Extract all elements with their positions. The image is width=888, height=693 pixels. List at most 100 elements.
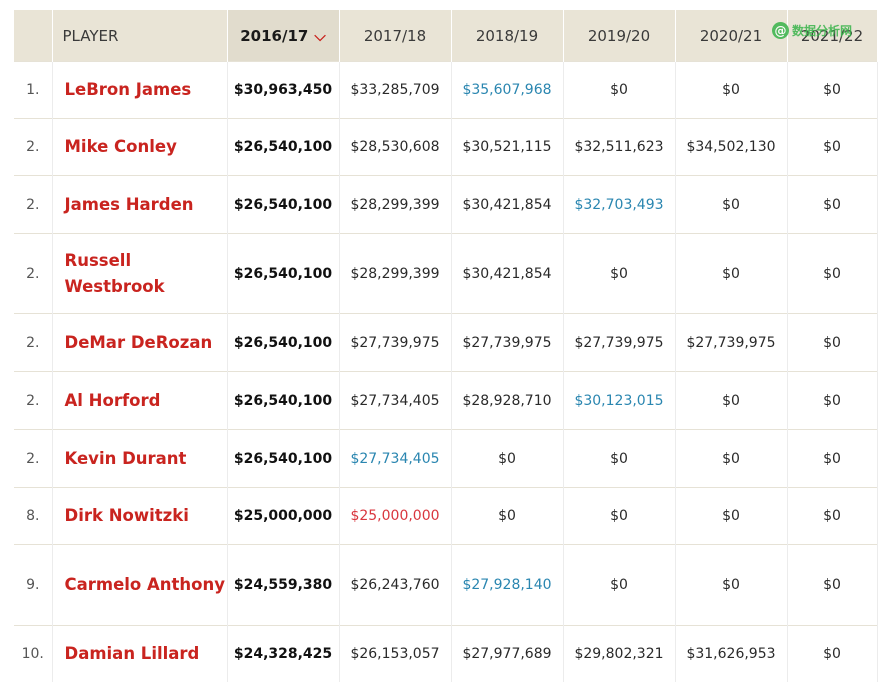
table-row: 2. Mike Conley $26,540,100 $28,530,608 $… xyxy=(14,118,878,176)
rank-cell: 10. xyxy=(14,625,53,682)
player-link[interactable]: Russell Westbrook xyxy=(52,233,228,314)
at-logo-icon: @ xyxy=(772,22,789,39)
salary-cell: $0 xyxy=(675,371,788,430)
salary-cell: $25,000,000 xyxy=(339,487,452,545)
salary-cell: $0 xyxy=(787,233,878,314)
salary-cell: $31,626,953 xyxy=(675,625,788,682)
salary-cell: $0 xyxy=(675,61,788,119)
salary-cell: $0 xyxy=(675,544,788,626)
player-link[interactable]: Al Horford xyxy=(52,371,228,430)
salary-cell: $27,739,975 xyxy=(339,313,452,372)
player-link[interactable]: Mike Conley xyxy=(52,118,228,176)
salary-cell: $34,502,130 xyxy=(675,118,788,176)
rank-cell: 8. xyxy=(14,487,53,545)
rank-cell: 2. xyxy=(14,175,53,234)
rank-cell: 9. xyxy=(14,544,53,626)
salary-cell: $26,540,100 xyxy=(227,233,340,314)
watermark-text: 数据分析网 xyxy=(792,24,853,38)
salary-cell: $24,328,425 xyxy=(227,625,340,682)
season-2016-17-header[interactable]: 2016/17 ⌵ xyxy=(227,10,340,62)
player-link[interactable]: DeMar DeRozan xyxy=(52,313,228,372)
table-row: 8. Dirk Nowitzki $25,000,000 $25,000,000… xyxy=(14,487,878,545)
salary-cell: $29,802,321 xyxy=(563,625,676,682)
salary-cell: $0 xyxy=(563,487,676,545)
player-link[interactable]: James Harden xyxy=(52,175,228,234)
table-row: 10. Damian Lillard $24,328,425 $26,153,0… xyxy=(14,625,878,682)
rank-cell: 2. xyxy=(14,118,53,176)
salary-cell: $0 xyxy=(675,487,788,545)
salary-cell: $28,928,710 xyxy=(451,371,564,430)
salary-cell: $0 xyxy=(787,61,878,119)
salary-cell: $0 xyxy=(451,487,564,545)
salary-cell: $26,540,100 xyxy=(227,118,340,176)
rank-header xyxy=(14,10,53,62)
salary-cell: $0 xyxy=(563,61,676,119)
player-column-header[interactable]: PLAYER xyxy=(52,10,228,62)
salary-table: PLAYER 2016/17 ⌵ 2017/18 2018/19 2019/20 … xyxy=(14,10,878,682)
header-row: PLAYER 2016/17 ⌵ 2017/18 2018/19 2019/20 … xyxy=(14,10,878,62)
player-link[interactable]: Dirk Nowitzki xyxy=(52,487,228,545)
salary-cell: $26,540,100 xyxy=(227,313,340,372)
player-link[interactable]: Damian Lillard xyxy=(52,625,228,682)
site-watermark: @ 数据分析网 xyxy=(772,22,852,39)
salary-cell: $30,421,854 xyxy=(451,175,564,234)
salary-cell: $0 xyxy=(787,487,878,545)
salary-cell: $0 xyxy=(451,429,564,488)
salary-cell: $26,153,057 xyxy=(339,625,452,682)
player-link[interactable]: Carmelo Anthony xyxy=(52,544,228,626)
salary-cell: $26,243,760 xyxy=(339,544,452,626)
season-2019-20-header[interactable]: 2019/20 xyxy=(563,10,676,62)
salary-cell: $27,739,975 xyxy=(451,313,564,372)
rank-cell: 2. xyxy=(14,233,53,314)
salary-cell: $27,739,975 xyxy=(563,313,676,372)
salary-cell: $30,963,450 xyxy=(227,61,340,119)
salary-cell: $0 xyxy=(787,429,878,488)
rank-cell: 2. xyxy=(14,371,53,430)
salary-cell: $26,540,100 xyxy=(227,429,340,488)
season-2018-19-header[interactable]: 2018/19 xyxy=(451,10,564,62)
salary-cell: $26,540,100 xyxy=(227,371,340,430)
salary-cell: $0 xyxy=(787,118,878,176)
salary-cell: $25,000,000 xyxy=(227,487,340,545)
player-link[interactable]: LeBron James xyxy=(52,61,228,119)
salary-cell: $0 xyxy=(563,544,676,626)
salary-cell: $0 xyxy=(787,544,878,626)
player-link[interactable]: Kevin Durant xyxy=(52,429,228,488)
salary-cell: $27,928,140 xyxy=(451,544,564,626)
season-header-label: 2016/17 xyxy=(240,26,309,45)
season-2020-21-header[interactable]: 2020/21 xyxy=(675,10,788,62)
table-row: 9. Carmelo Anthony $24,559,380 $26,243,7… xyxy=(14,544,878,626)
table-row: 2. Al Horford $26,540,100 $27,734,405 $2… xyxy=(14,371,878,430)
salary-cell: $0 xyxy=(787,313,878,372)
salary-cell: $0 xyxy=(787,625,878,682)
salary-cell: $35,607,968 xyxy=(451,61,564,119)
table-row: 2. DeMar DeRozan $26,540,100 $27,739,975… xyxy=(14,313,878,372)
salary-cell: $0 xyxy=(563,233,676,314)
salary-cell: $26,540,100 xyxy=(227,175,340,234)
salary-cell: $0 xyxy=(787,175,878,234)
salary-cell: $0 xyxy=(675,233,788,314)
salary-cell: $27,734,405 xyxy=(339,429,452,488)
season-2021-22-header[interactable]: 2021/22 xyxy=(787,10,878,62)
salary-cell: $0 xyxy=(675,175,788,234)
salary-cell: $33,285,709 xyxy=(339,61,452,119)
season-2017-18-header[interactable]: 2017/18 xyxy=(339,10,452,62)
salary-cell: $30,421,854 xyxy=(451,233,564,314)
salary-cell: $27,977,689 xyxy=(451,625,564,682)
salary-cell: $30,123,015 xyxy=(563,371,676,430)
table-row: 2. Kevin Durant $26,540,100 $27,734,405 … xyxy=(14,429,878,488)
salary-cell: $28,299,399 xyxy=(339,175,452,234)
rank-cell: 1. xyxy=(14,61,53,119)
salary-cell: $27,734,405 xyxy=(339,371,452,430)
salary-cell: $28,530,608 xyxy=(339,118,452,176)
salary-cell: $24,559,380 xyxy=(227,544,340,626)
salary-cell: $32,511,623 xyxy=(563,118,676,176)
salary-cell: $28,299,399 xyxy=(339,233,452,314)
table-row: 2. Russell Westbrook $26,540,100 $28,299… xyxy=(14,233,878,314)
salary-cell: $0 xyxy=(563,429,676,488)
sort-desc-chevron-icon: ⌵ xyxy=(314,26,326,45)
rank-cell: 2. xyxy=(14,429,53,488)
salary-cell: $27,739,975 xyxy=(675,313,788,372)
salary-cell: $0 xyxy=(787,371,878,430)
salary-cell: $0 xyxy=(675,429,788,488)
